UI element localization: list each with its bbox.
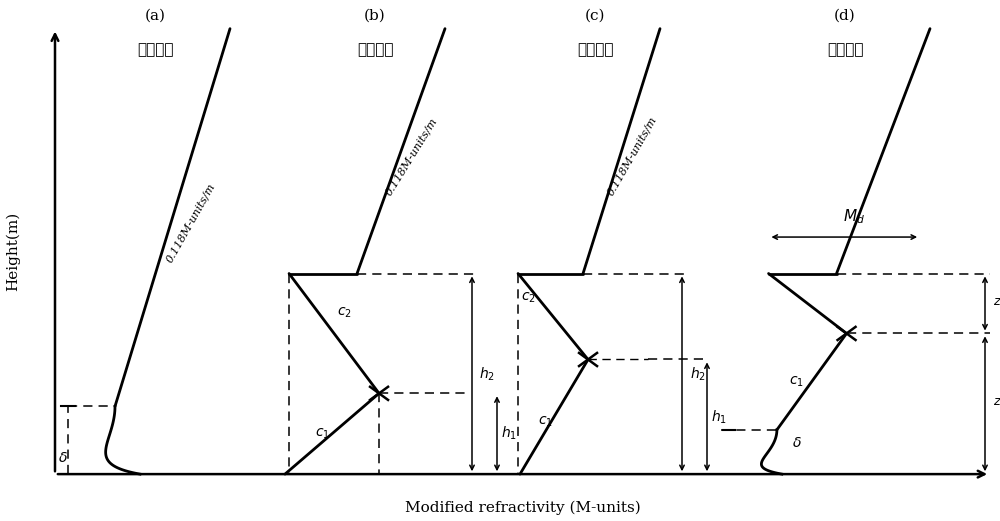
Text: (d): (d): [834, 9, 856, 22]
Text: 0.118M-units/m: 0.118M-units/m: [383, 116, 439, 197]
Text: $c_1$: $c_1$: [538, 415, 552, 429]
Text: $z_b$: $z_b$: [993, 397, 1000, 411]
Text: $\delta$: $\delta$: [58, 452, 68, 465]
Text: 0.118M-units/m: 0.118M-units/m: [605, 115, 658, 197]
Text: $M_d$: $M_d$: [843, 207, 865, 226]
Text: 0.118M-units/m: 0.118M-units/m: [164, 181, 217, 264]
Text: (b): (b): [364, 9, 386, 22]
Text: 蕴发波导: 蕴发波导: [137, 42, 173, 57]
Text: $c_2$: $c_2$: [337, 305, 351, 320]
Text: $h_2$: $h_2$: [690, 365, 706, 382]
Text: Modified refractivity (M-units): Modified refractivity (M-units): [405, 501, 640, 515]
Text: 混合波导: 混合波导: [827, 42, 863, 57]
Text: (c): (c): [585, 9, 605, 22]
Text: $\delta$: $\delta$: [792, 436, 802, 450]
Text: $c_1$: $c_1$: [315, 427, 329, 441]
Text: $h_2$: $h_2$: [479, 365, 495, 382]
Text: $z_{thick}$: $z_{thick}$: [993, 297, 1000, 310]
Text: Height(m): Height(m): [6, 212, 20, 291]
Text: $h_1$: $h_1$: [711, 408, 727, 426]
Text: 表面波导: 表面波导: [357, 42, 393, 57]
Text: 悉空波导: 悉空波导: [577, 42, 613, 57]
Text: $c_1$: $c_1$: [789, 375, 804, 389]
Text: (a): (a): [144, 9, 166, 22]
Text: $c_2$: $c_2$: [521, 291, 535, 305]
Text: $h_1$: $h_1$: [501, 425, 517, 442]
